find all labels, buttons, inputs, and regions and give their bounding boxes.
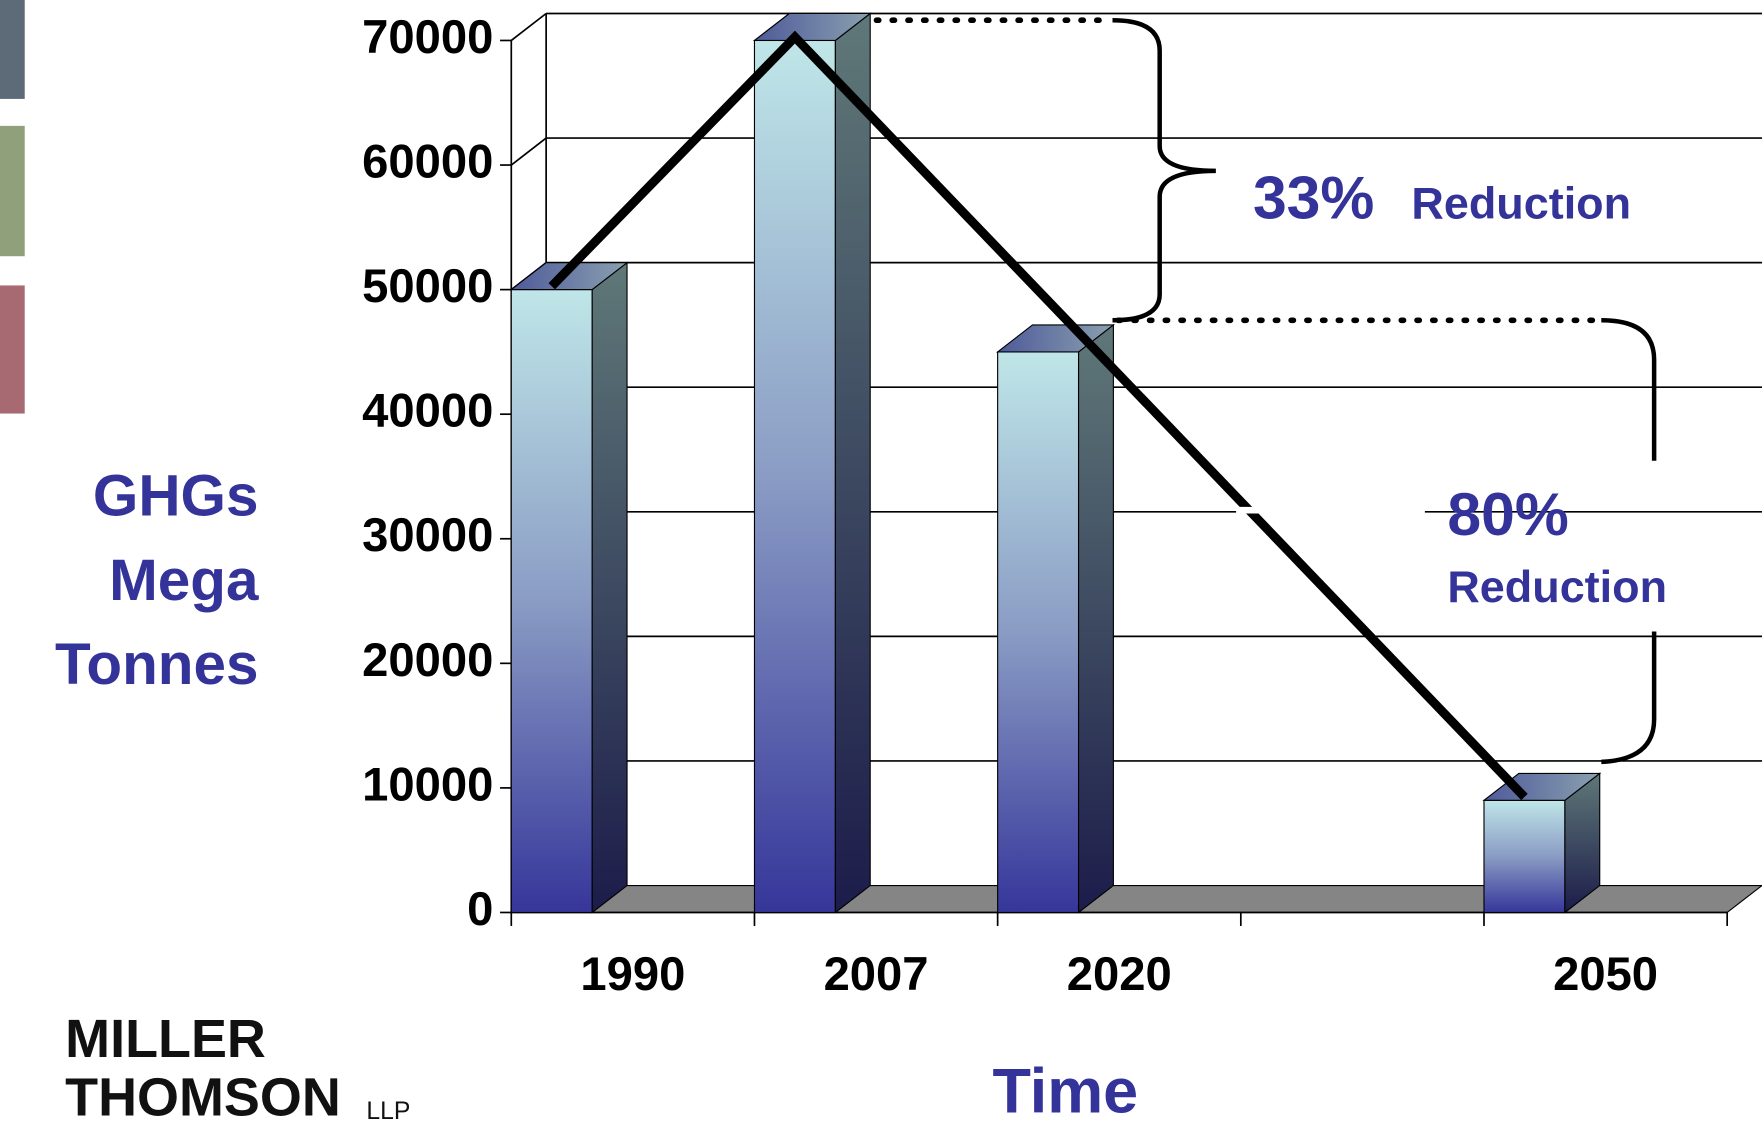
brace (1112, 20, 1215, 320)
logo-text: MILLER (65, 1009, 266, 1069)
annotation-value: 33% (1253, 163, 1374, 231)
logo-suffix: LLP (366, 1098, 410, 1125)
thumbnail (0, 0, 25, 99)
wall-tick (511, 138, 546, 165)
y-tick-label: 30000 (362, 509, 493, 562)
thumbnail (0, 285, 25, 413)
x-tick-label: 1990 (580, 948, 685, 1001)
y-tick-label: 10000 (362, 758, 493, 811)
brace (1601, 320, 1654, 460)
x-axis-label: Time (992, 1056, 1138, 1126)
logo-text: THOMSON (65, 1068, 341, 1126)
y-tick-label: 0 (467, 883, 493, 936)
y-axis-label: Mega (109, 548, 259, 613)
brace (1601, 632, 1654, 762)
y-tick-label: 50000 (362, 260, 493, 313)
bar-front (511, 290, 592, 913)
x-tick-label: 2020 (1067, 948, 1172, 1001)
y-axis-label: Tonnes (55, 632, 258, 697)
x-tick-label: 2050 (1553, 948, 1658, 1001)
bar-side (1079, 325, 1114, 913)
y-tick-label: 70000 (362, 11, 493, 64)
wall-tick (511, 13, 546, 40)
annotation-value: 80% (1447, 480, 1568, 548)
bar-front (1484, 800, 1565, 912)
bar-side (835, 13, 870, 912)
y-tick-label: 60000 (362, 136, 493, 189)
x-tick-label: 2007 (824, 948, 929, 1001)
y-tick-label: 40000 (362, 385, 493, 438)
chart: 0 10000 20000 30000 40000 50000 60000 70000 1990… (0, 0, 1762, 1126)
bar-front (998, 352, 1079, 913)
annotation-label: Reduction (1411, 178, 1631, 229)
braces (877, 20, 1655, 762)
y-axis-label: GHGs (93, 464, 259, 529)
y-tick-label: 20000 (362, 634, 493, 687)
annotation-label: Reduction (1447, 561, 1667, 612)
thumbnail (0, 126, 25, 256)
bar-side (592, 263, 627, 913)
bar-front (754, 40, 835, 912)
